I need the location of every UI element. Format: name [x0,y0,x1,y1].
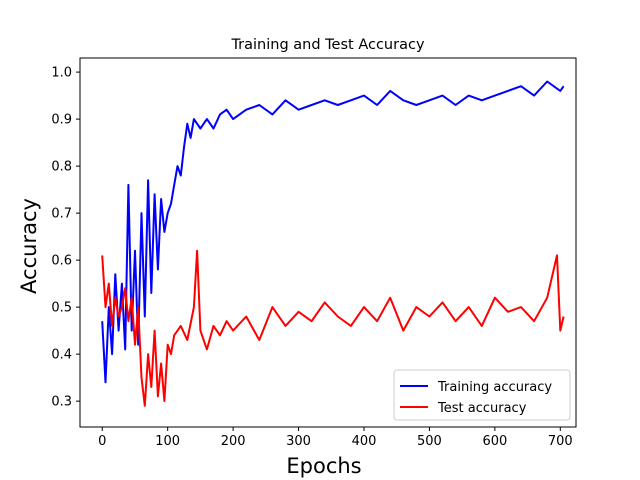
y-axis-ticks: 0.3 0.4 0.5 0.6 0.7 0.8 0.9 1.0 [51,66,80,410]
x-tick-label: 100 [155,434,180,449]
x-tick-label: 600 [482,434,507,449]
legend-label-test: Test accuracy [437,401,527,416]
y-tick-label: 0.4 [51,348,72,363]
y-axis-label: Accuracy [17,198,41,294]
x-axis-ticks: 0 100 200 300 400 500 600 700 [98,427,573,449]
x-tick-label: 500 [417,434,442,449]
y-tick-label: 0.8 [51,160,72,175]
y-tick-label: 0.7 [51,207,72,222]
x-tick-label: 700 [548,434,573,449]
y-tick-label: 0.5 [51,301,72,316]
x-tick-label: 0 [98,434,106,449]
chart-title: Training and Test Accuracy [230,37,424,53]
y-tick-label: 1.0 [51,66,72,81]
x-tick-label: 300 [286,434,311,449]
plot-layer [101,80,565,407]
axes-frame [79,57,577,428]
series-line-training [101,80,565,384]
legend: Training accuracy Test accuracy [393,369,571,421]
x-tick-label: 400 [352,434,377,449]
y-tick-label: 0.3 [51,395,72,410]
legend-box [393,369,571,421]
series-line-test [101,249,565,407]
x-tick-label: 200 [221,434,246,449]
y-tick-label: 0.6 [51,254,72,269]
y-tick-label: 0.9 [51,113,72,128]
x-axis-label: Epochs [286,454,361,478]
legend-label-training: Training accuracy [437,380,552,395]
